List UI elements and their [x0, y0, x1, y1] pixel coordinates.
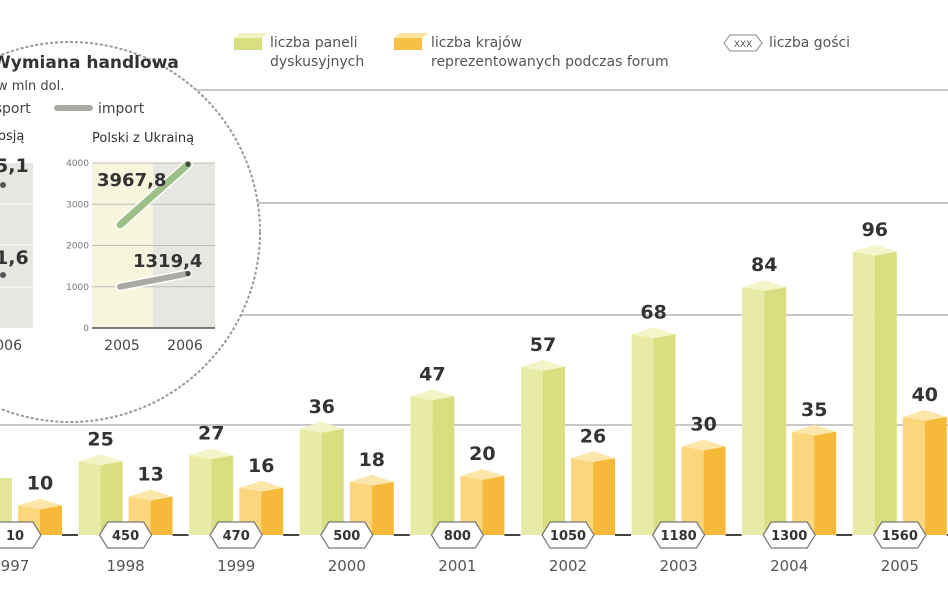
- legend-import-label: import: [98, 101, 145, 117]
- panels-bar-2005-value-label: 96: [862, 219, 888, 241]
- guests-value-2002: 1050: [550, 529, 586, 544]
- countries-bar-1997-value-label: 10: [27, 473, 53, 495]
- guests-badge-2001: [430, 521, 485, 549]
- legend-countries-label-2: reprezentowanych podczas forum: [431, 54, 669, 70]
- countries-bar-2001-value-label: 20: [469, 443, 495, 465]
- countries-bar-1998-value-label: 13: [137, 464, 163, 486]
- ukraine-ytick-0: 0: [83, 324, 89, 334]
- countries-bar-2005: [902, 410, 947, 535]
- year-label-1997: 997: [1, 557, 30, 575]
- inset-subtitle: w mln dol.: [0, 79, 64, 94]
- legend-guests-label: liczba gości: [769, 35, 850, 51]
- guests-value-1997: 10: [6, 529, 24, 544]
- panels-bar-2004-value-label: 84: [751, 254, 777, 276]
- ukraine-ytick-2000: 2000: [66, 242, 89, 252]
- guests-value-2003: 1180: [661, 529, 697, 544]
- russia-panel-title: osją: [0, 129, 24, 144]
- ukraine-year-2005: 2005: [104, 338, 140, 354]
- ukraine-ytick-3000: 3000: [66, 200, 89, 210]
- russia-export-label: 5,1: [0, 155, 29, 177]
- russia-import-label: 1,6: [0, 247, 29, 269]
- guests-value-2004: 1300: [771, 529, 807, 544]
- panels-bar-1998: [78, 454, 123, 535]
- panels-bar-1998-value-label: 25: [87, 428, 113, 450]
- guests-badge-2003: [651, 521, 706, 549]
- guests-value-2000: 500: [333, 529, 360, 544]
- legend: liczba paneli dyskusyjnych liczba krajów…: [234, 33, 850, 70]
- legend-swatch-countries: [394, 33, 428, 50]
- guests-badge-2000: [320, 521, 374, 549]
- trade-inset: Wymiana handlowa w mln dol. eksport impo…: [0, 41, 261, 423]
- legend-panels-label-2: dyskusyjnych: [270, 54, 364, 70]
- guests-value-1998: 450: [112, 529, 139, 544]
- year-label-2002: 2002: [549, 557, 587, 575]
- inset-title: Wymiana handlowa: [0, 53, 179, 73]
- year-label-1999: 1999: [217, 557, 255, 575]
- guests-badge-2005: [873, 521, 927, 549]
- legend-swatch-panels: [234, 33, 268, 50]
- guests-badge-1998: [98, 521, 153, 549]
- legend-countries-label: liczba krajów: [431, 35, 522, 51]
- panels-bar-2000-value-label: 36: [309, 396, 335, 418]
- legend-export-label: eksport: [0, 101, 31, 117]
- year-label-2003: 2003: [660, 557, 698, 575]
- panels-bar-2002-value-label: 57: [530, 334, 556, 356]
- panels-bar-2004: [742, 280, 787, 535]
- countries-bar-2000-value-label: 18: [359, 449, 385, 471]
- ukraine-import-point: [185, 271, 191, 277]
- bars: 1010997251345019982716470199936185002000…: [0, 219, 948, 575]
- legend-guests-marker-text: XXX: [734, 40, 753, 50]
- panels-bar-2002: [521, 359, 565, 535]
- ukraine-import-line: [117, 270, 191, 290]
- countries-bar-2001: [460, 469, 505, 535]
- panels-bar-2003: [631, 327, 676, 535]
- ukraine-export-point: [185, 161, 191, 167]
- year-label-2005: 2005: [881, 557, 919, 575]
- ukraine-year-2006: 2006: [167, 338, 203, 354]
- panels-bar-2001-value-label: 47: [419, 363, 445, 385]
- ukraine-export-line: [116, 160, 192, 229]
- countries-bar-2003-value-label: 30: [690, 414, 716, 436]
- guests-badge-1999: [209, 521, 263, 549]
- countries-bar-2004-value-label: 35: [801, 399, 827, 421]
- year-label-2004: 2004: [770, 557, 808, 575]
- ukraine-ytick-1000: 1000: [66, 283, 89, 293]
- ukraine-import-label: 1319,4: [133, 251, 202, 272]
- guests-value-2005: 1560: [882, 529, 918, 544]
- year-label-1998: 1998: [107, 557, 145, 575]
- legend-panels-label: liczba paneli: [270, 35, 357, 51]
- panels-bar-2005: [852, 244, 897, 536]
- panels-bar-1999: [189, 448, 234, 535]
- panels-bar-2001: [410, 389, 455, 535]
- panels-bar-2003-value-label: 68: [640, 301, 666, 323]
- panels-bar-1997: [0, 478, 12, 535]
- countries-bar-2002: [571, 451, 615, 535]
- guests-value-2001: 800: [444, 529, 471, 544]
- countries-bar-2004: [792, 424, 837, 535]
- ukraine-export-label: 3967,8: [97, 170, 166, 191]
- guests-value-1999: 470: [223, 529, 250, 544]
- guests-badge-2004: [762, 521, 816, 549]
- legend-guests-marker: [723, 34, 763, 52]
- countries-bar-2002-value-label: 26: [580, 425, 606, 447]
- guests-badge-2002: [541, 521, 595, 549]
- panels-bar-2000: [299, 421, 344, 535]
- countries-bar-1999-value-label: 16: [248, 455, 274, 477]
- ukraine-panel-title: Polski z Ukrainą: [92, 131, 194, 146]
- year-label-2001: 2001: [438, 557, 476, 575]
- panels-bar-1999-value-label: 27: [198, 422, 224, 444]
- ukraine-ytick-4000: 4000: [66, 159, 89, 169]
- guests-badge-1997: [0, 521, 42, 549]
- russia-year-label: 2006: [0, 338, 22, 354]
- countries-bar-2003: [681, 439, 726, 535]
- year-label-2000: 2000: [328, 557, 366, 575]
- countries-bar-2005-value-label: 40: [912, 384, 938, 406]
